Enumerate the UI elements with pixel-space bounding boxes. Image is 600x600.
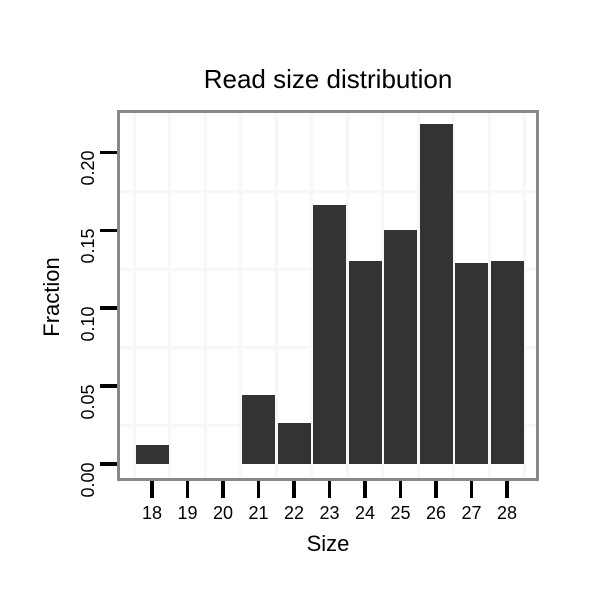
x-axis-tick	[185, 481, 190, 498]
x-axis-tick-label: 18	[141, 503, 163, 523]
gridline-horizontal-minor	[120, 189, 536, 193]
x-axis-tick	[256, 481, 261, 498]
x-axis-tick-label: 22	[283, 503, 305, 523]
y-axis-tick-label: 0.20	[78, 150, 98, 186]
x-axis-tick-label: 27	[461, 503, 482, 523]
gridline-vertical-minor	[203, 113, 207, 478]
gridline-vertical-minor	[274, 113, 278, 478]
x-axis-tick	[398, 481, 403, 498]
x-axis-tick	[434, 481, 438, 498]
x-axis-tick-label: 20	[212, 503, 234, 523]
gridline-vertical-minor	[239, 113, 243, 478]
x-axis-tick-label: 23	[319, 503, 340, 523]
gridline-vertical-minor	[168, 113, 172, 478]
x-axis-tick-label: 19	[177, 503, 198, 523]
gridline-vertical-minor	[310, 113, 314, 478]
bar-22	[277, 423, 311, 464]
bar-27	[455, 263, 488, 464]
x-axis-tick-label: 28	[496, 503, 518, 523]
x-axis-tick-label: 25	[390, 503, 411, 523]
x-axis-tick	[363, 481, 367, 498]
x-axis-tick	[150, 481, 154, 498]
bar-21	[242, 395, 275, 464]
x-axis-tick-label: 26	[425, 503, 447, 523]
bar-26	[419, 124, 453, 464]
gridline-vertical-minor	[416, 113, 420, 478]
y-axis-tick	[100, 150, 117, 155]
x-axis-tick	[292, 481, 296, 498]
y-axis-tick	[100, 306, 117, 310]
y-axis-title: Fraction	[39, 257, 64, 337]
bar-18	[135, 445, 169, 464]
gridline-vertical-minor	[523, 113, 527, 478]
x-axis-tick	[469, 481, 474, 498]
x-axis-tick-label: 24	[354, 503, 376, 523]
bar-28	[490, 261, 524, 464]
x-axis-tick	[327, 481, 332, 498]
gridline-vertical-minor	[345, 113, 349, 478]
x-axis-tick	[221, 481, 225, 498]
y-axis-tick	[100, 228, 117, 233]
gridline-vertical-minor	[487, 113, 491, 478]
gridline-vertical-minor	[452, 113, 456, 478]
chart-title: Read size distribution	[203, 64, 453, 94]
y-axis-tick-label: 0.10	[78, 306, 98, 342]
x-axis-title: Size	[306, 531, 350, 556]
x-axis-tick	[505, 481, 509, 498]
bar-25	[384, 230, 417, 464]
gridline-vertical-minor	[132, 113, 136, 478]
x-axis-tick-label: 21	[248, 503, 269, 523]
gridline-vertical-minor	[381, 113, 385, 478]
y-axis-tick-label: 0.05	[78, 384, 98, 420]
bar-23	[313, 205, 346, 464]
plot-panel	[117, 110, 539, 481]
y-axis-tick-label: 0.00	[78, 462, 98, 498]
y-axis-tick-label: 0.15	[78, 228, 98, 264]
y-axis-tick	[100, 384, 117, 388]
y-axis-tick	[100, 462, 117, 466]
bar-24	[348, 261, 382, 464]
